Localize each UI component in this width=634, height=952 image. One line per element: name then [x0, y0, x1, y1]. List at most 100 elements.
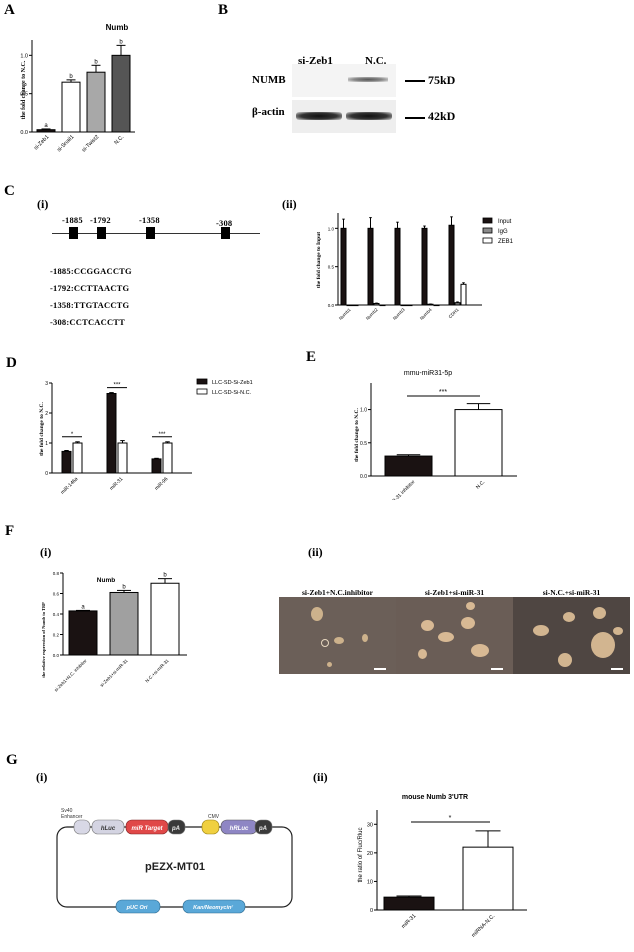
significance-letter: b [69, 74, 73, 80]
chart-c-ii: the fold change to Input 0.0 0.5 1.0 Numb1 N… [316, 213, 514, 321]
scale-bar [491, 668, 503, 670]
scale-bar [374, 668, 386, 670]
panel-letter-d: D [6, 355, 17, 371]
label-sv40: Sv40 [61, 808, 73, 814]
sequence-1358: -1358:TTGTACCTG [50, 300, 130, 310]
plasmid-map: Sv40 Enhancer hLuc miR Target pA CMV hRL… [56, 808, 293, 914]
x-tick-label: si-Twist2 [81, 134, 100, 153]
micrograph-3 [513, 597, 630, 674]
legend-label: LLC-SD-Si-N.C. [212, 390, 252, 396]
bar-LLC-SD-Si-N.C.-miR-146a [72, 442, 83, 474]
micrograph-title-3: si-N.C.+si-miR-31 [542, 588, 601, 597]
bar-ZEB1-Numb4 [433, 304, 440, 307]
x-tick-label: N.C.+si-miR-31 [144, 658, 170, 684]
band-actin-nc [346, 112, 392, 120]
svg-text:pA: pA [258, 826, 267, 832]
legend-swatch [196, 378, 208, 385]
marker-line-42 [405, 117, 425, 119]
scale-bar [611, 668, 623, 670]
panel-letter-g: G [6, 752, 18, 768]
sublabel-f-i: (i) [40, 545, 52, 559]
sublabel-c-i: (i) [37, 197, 49, 211]
legend-label: IgG [498, 229, 508, 235]
y-tick-label: 0.4 [53, 612, 60, 617]
puc-ori-cassette [115, 899, 161, 914]
x-tick-label: miR-31 inhibitor [387, 479, 416, 500]
sublabel-g-ii: (ii) [313, 770, 328, 784]
y-tick-label: 0.5 [328, 265, 335, 270]
y-tick-label: 0.2 [53, 633, 60, 638]
svg-text:pUC Ori: pUC Ori [126, 905, 148, 911]
x-tick-label: miR-146a [60, 476, 80, 496]
significance-letter: b [122, 584, 126, 590]
y-tick-label: 0 [45, 471, 48, 477]
x-tick-label: Numb3 [392, 307, 406, 321]
svg-text:miR Target: miR Target [131, 826, 163, 832]
chart-d-ylabel: the fold change to N.C. [39, 401, 45, 455]
chart-g-ii: mouse Numb 3'UTR the ratio of Fluc/Rluc … [358, 794, 527, 939]
chart-c-ii-ylabel: the fold change to Input [316, 232, 322, 288]
y-tick-label: 0.8 [53, 571, 60, 576]
site-label-1792: -1792 [90, 215, 111, 225]
panel-letter-f: F [5, 523, 15, 539]
sublabel-g-i: (i) [36, 770, 48, 784]
y-tick-label: 0.0 [53, 653, 60, 658]
hluc-cassette [91, 819, 125, 835]
label-cmv: CMV [208, 814, 220, 820]
chart-a-title: Numb [106, 23, 129, 32]
blot-actin [292, 100, 396, 133]
bar-si-Snail1 [61, 81, 81, 133]
x-tick-label: si-Zeb1+N.C. inhibitor [53, 658, 88, 693]
sublabel-f-ii: (ii) [308, 545, 323, 559]
x-tick-label: N.C. [113, 134, 125, 146]
micrograph-1 [279, 597, 396, 674]
marker-75kd: 75kD [428, 73, 456, 87]
panel-letter-e: E [306, 349, 317, 365]
kan-neomycin-cassette [182, 899, 246, 914]
row-label-beta-actin: β-actin [252, 106, 285, 118]
svg-text:pA: pA [171, 826, 180, 832]
significance-stars: *** [158, 432, 166, 438]
site-box-1885 [69, 227, 78, 239]
chart-f-i-title: Numb [97, 577, 115, 584]
sequence-1792: -1792:CCTTAACTG [50, 283, 130, 293]
bar-si-Zeb1 [36, 129, 56, 133]
significance-letter: b [94, 59, 98, 65]
x-tick-label: miR-96 [154, 476, 170, 492]
bar-LLC-SD-Si-N.C.-miR-96 [162, 442, 173, 474]
x-tick-label: miRNA-N.C. [471, 913, 497, 939]
significance-letter: b [163, 573, 167, 579]
bar-LLC-SD-Si-Zeb1-miR-96 [151, 458, 162, 474]
x-tick-label: N.C. [475, 479, 486, 490]
bar-IgG-Numb2 [373, 302, 380, 306]
y-tick-label: 1.0 [328, 226, 335, 231]
x-tick-label: si-Snail1 [56, 134, 75, 153]
bar-ZEB1-Numb1 [352, 304, 359, 307]
significance-letter: a [44, 123, 48, 129]
chart-g-ii-ylabel: the ratio of Fluc/Rluc [358, 827, 364, 882]
chart-f-i: Numb the relative expression of Numb to … [41, 571, 187, 693]
y-tick-label: 10 [367, 879, 373, 885]
chart-d: the fold change to N.C. 0 1 2 3 * miR-146a ***… [39, 378, 253, 496]
bar-Input-Numb1 [340, 227, 347, 306]
sublabel-c-ii: (ii) [282, 197, 297, 211]
panel-letter-a: A [4, 2, 15, 18]
bar-si-Zeb1+si-miR-31 [109, 591, 139, 656]
significance-letter: b [119, 39, 123, 45]
y-tick-label: 0.6 [53, 592, 60, 597]
chart-a: Numb the fold change to N.C. 0.00.51.0as… [20, 23, 135, 154]
bar-LLC-SD-Si-Zeb1-miR-31 [106, 393, 117, 474]
band-actin-sizeb1 [296, 112, 342, 120]
y-tick-label: 20 [367, 851, 373, 857]
site-label-1358: -1358 [139, 215, 160, 225]
site-box-1792 [97, 227, 106, 239]
site-box-308 [221, 227, 230, 239]
bar-ZEB1-CDH1 [460, 283, 467, 306]
x-tick-label: miR-31 [401, 913, 418, 930]
legend-swatch [196, 388, 208, 395]
significance-stars: * [71, 432, 74, 438]
bar-Input-Numb2 [367, 227, 374, 306]
site-label-308: -308 [216, 218, 233, 228]
cmv-promoter-icon [201, 819, 220, 835]
chart-f-i-ylabel: the relative expression of Numb to TBP [41, 602, 46, 678]
